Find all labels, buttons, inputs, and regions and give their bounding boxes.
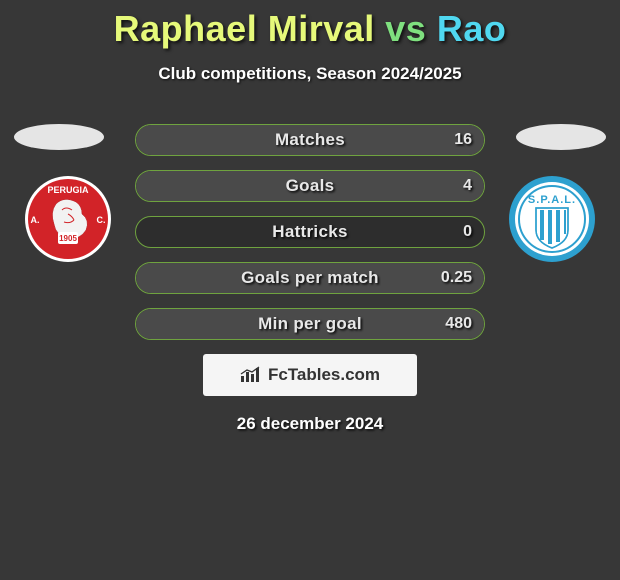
stat-bar: Min per goal480 bbox=[135, 308, 485, 340]
left-shadow-ellipse bbox=[14, 124, 104, 150]
badge-text: S.P.A.L. bbox=[528, 194, 576, 206]
stat-bar-value: 0.25 bbox=[441, 263, 472, 293]
stat-bar-label: Matches bbox=[136, 125, 484, 155]
stat-bar-label: Goals bbox=[136, 171, 484, 201]
bar-chart-icon bbox=[240, 366, 262, 384]
stat-bar-value: 0 bbox=[463, 217, 472, 247]
content-area: PERUGIA A. C. 1905 S.P.A.L. Matches16 Goa… bbox=[0, 124, 620, 340]
stat-bar: Matches16 bbox=[135, 124, 485, 156]
stat-bar-label: Hattricks bbox=[136, 217, 484, 247]
badge-text-right: C. bbox=[97, 215, 106, 225]
brand-text: FcTables.com bbox=[268, 365, 380, 385]
stat-bars: Matches16 Goals4 Hattricks0 Goals per match… bbox=[135, 124, 485, 340]
stat-bar-value: 480 bbox=[445, 309, 472, 339]
badge-text-bottom: 1905 bbox=[59, 234, 77, 243]
stat-bar: Goals per match0.25 bbox=[135, 262, 485, 294]
stat-bar-label: Goals per match bbox=[136, 263, 484, 293]
page-title: Raphael Mirval vs Rao bbox=[0, 0, 620, 50]
stat-bar-label: Min per goal bbox=[136, 309, 484, 339]
right-shadow-ellipse bbox=[516, 124, 606, 150]
stat-bar-value: 4 bbox=[463, 171, 472, 201]
subtitle: Club competitions, Season 2024/2025 bbox=[0, 64, 620, 84]
badge-text-top: PERUGIA bbox=[47, 185, 89, 195]
badge-text-left: A. bbox=[31, 215, 40, 225]
player2-name: Rao bbox=[437, 8, 507, 49]
player1-name: Raphael Mirval bbox=[114, 8, 375, 49]
right-club-badge: S.P.A.L. bbox=[502, 174, 602, 264]
stat-bar: Goals4 bbox=[135, 170, 485, 202]
brand-box: FcTables.com bbox=[203, 354, 417, 396]
stat-bar-value: 16 bbox=[454, 125, 472, 155]
stat-bar: Hattricks0 bbox=[135, 216, 485, 248]
vs-separator: vs bbox=[385, 8, 426, 49]
left-club-badge: PERUGIA A. C. 1905 bbox=[18, 174, 118, 264]
date-text: 26 december 2024 bbox=[0, 414, 620, 434]
